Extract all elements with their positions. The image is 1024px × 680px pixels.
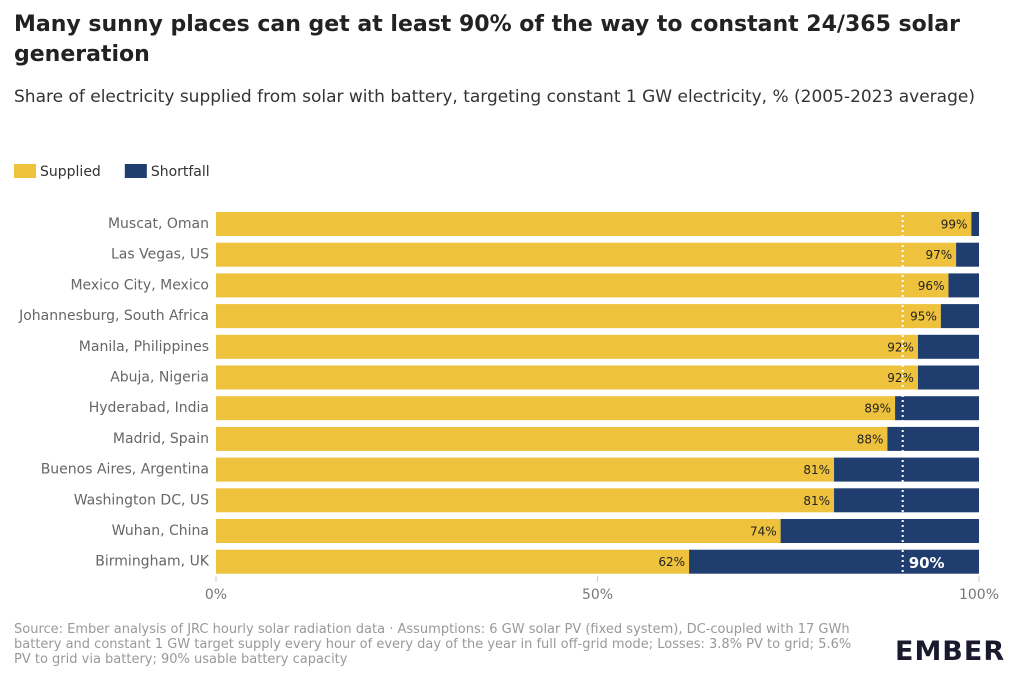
category-label: Manila, Philippines — [79, 339, 209, 355]
bar-segment — [887, 426, 979, 451]
category-label: Muscat, Oman — [108, 216, 209, 232]
bar-segment — [780, 519, 979, 543]
bar-segment — [216, 549, 690, 574]
value-label: 81% — [803, 494, 830, 508]
category-label: Hyderabad, India — [89, 400, 209, 416]
value-label: 99% — [941, 218, 968, 232]
bar-segment — [895, 396, 979, 421]
source-note: Source: Ember analysis of JRC hourly sol… — [14, 622, 852, 667]
category-label: Mexico City, Mexico — [70, 277, 209, 293]
bar-segment — [917, 365, 979, 390]
x-tick-label: 50% — [582, 587, 613, 603]
logo: EMBER — [895, 636, 1006, 667]
bar-segment — [216, 242, 957, 267]
bar-segment — [216, 519, 781, 543]
value-label: 95% — [910, 310, 937, 324]
bar-segment — [216, 457, 835, 482]
category-label: Johannesburg, South Africa — [18, 308, 209, 324]
bar-segment — [216, 212, 972, 236]
value-label: 89% — [864, 402, 891, 416]
value-label: 88% — [857, 432, 884, 446]
reference-label: 90% — [909, 554, 945, 572]
bar-segment — [834, 457, 979, 482]
legend-label: Shortfall — [151, 164, 210, 180]
x-tick-label: 0% — [205, 587, 227, 603]
x-tick-label: 100% — [959, 587, 999, 603]
legend-swatch — [14, 164, 36, 178]
category-label: Buenos Aires, Argentina — [41, 462, 209, 478]
bar-segment — [216, 334, 918, 359]
chart-subtitle: Share of electricity supplied from solar… — [14, 87, 975, 107]
bar-segment — [917, 334, 979, 359]
category-label: Las Vegas, US — [111, 247, 209, 263]
bar-segment — [216, 488, 835, 513]
bar-segment — [834, 488, 979, 513]
value-label: 92% — [887, 340, 914, 354]
bar-segment — [689, 549, 979, 574]
value-label: 62% — [658, 555, 685, 569]
chart-title: Many sunny places can get at least 90% o… — [14, 12, 960, 67]
bar-segment — [971, 212, 979, 236]
bar-segment — [216, 304, 941, 329]
value-label: 96% — [918, 279, 945, 293]
category-label: Wuhan, China — [112, 523, 209, 539]
value-label: 81% — [803, 463, 830, 477]
bar-segment — [216, 365, 918, 390]
category-label: Birmingham, UK — [95, 554, 210, 570]
bar-segment — [216, 426, 888, 451]
bar-segment — [948, 273, 979, 298]
legend-swatch — [124, 164, 147, 178]
category-label: Abuja, Nigeria — [110, 370, 209, 386]
bar-segment — [216, 273, 949, 298]
value-label: 74% — [750, 525, 777, 539]
bar-segment — [216, 396, 896, 421]
category-label: Madrid, Spain — [113, 431, 209, 447]
legend-label: Supplied — [40, 164, 101, 180]
value-label: 97% — [925, 248, 952, 262]
bar-segment — [956, 242, 979, 267]
value-label: 92% — [887, 371, 914, 385]
category-label: Washington DC, US — [74, 492, 209, 508]
bar-segment — [940, 304, 979, 329]
